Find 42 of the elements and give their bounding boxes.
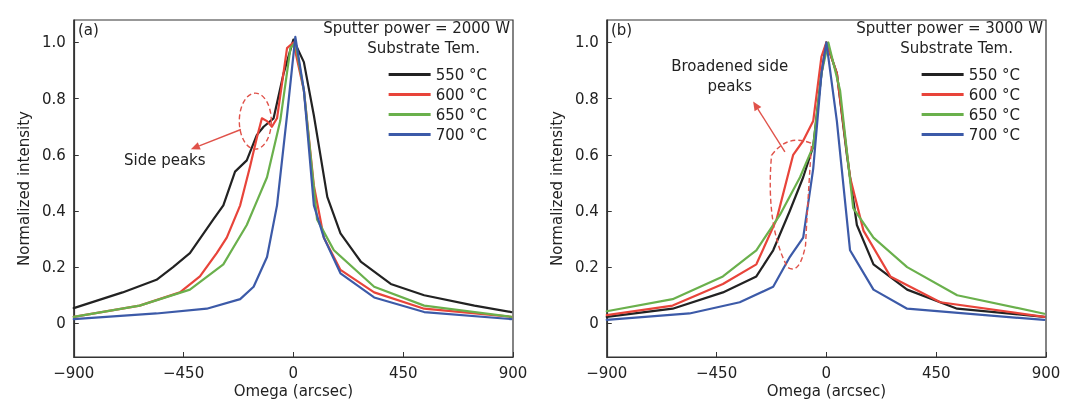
legend-label: 550 °C bbox=[968, 65, 1020, 84]
legend-label: 700 °C bbox=[968, 125, 1020, 144]
annotation: Side peaks bbox=[123, 151, 206, 170]
legend-label: 600 °C bbox=[435, 85, 487, 104]
legend-label: 700 °C bbox=[435, 125, 487, 144]
legend-title: Substrate Tem. bbox=[900, 38, 1014, 57]
x-tick-label: −900 bbox=[53, 363, 95, 382]
x-tick-label: −450 bbox=[162, 363, 205, 382]
y-tick-label: 0.8 bbox=[574, 89, 599, 108]
y-tick-label: 0.8 bbox=[41, 89, 66, 108]
legend-title: Substrate Tem. bbox=[367, 38, 481, 57]
y-tick-label: 1.0 bbox=[574, 33, 599, 52]
y-tick-label: 0.2 bbox=[574, 258, 599, 277]
legend-label: 600 °C bbox=[968, 85, 1020, 104]
legend-label: 550 °C bbox=[435, 65, 487, 84]
x-axis-title: Omega (arcsec) bbox=[766, 381, 887, 400]
y-tick-label: 0.4 bbox=[574, 201, 599, 220]
chart-subtitle: Sputter power = 2000 W bbox=[323, 18, 511, 37]
x-tick-label: 450 bbox=[388, 363, 418, 382]
y-tick-label: 0.2 bbox=[41, 258, 66, 277]
legend-label: 650 °C bbox=[968, 105, 1020, 124]
x-tick-label: −900 bbox=[586, 363, 628, 382]
chart-title: (a) bbox=[78, 20, 99, 39]
y-axis-title: Normalized intensity bbox=[14, 110, 33, 266]
x-tick-label: 0 bbox=[821, 363, 832, 382]
chart-title: (b) bbox=[611, 20, 633, 39]
y-tick-label: 0.4 bbox=[41, 201, 66, 220]
x-tick-label: 0 bbox=[288, 363, 299, 382]
annotation: Broadened side peaks bbox=[671, 57, 789, 96]
x-tick-label: 900 bbox=[1031, 363, 1061, 382]
x-tick-label: 450 bbox=[921, 363, 951, 382]
y-tick-label: 1.0 bbox=[41, 33, 66, 52]
legend-label: 650 °C bbox=[435, 105, 487, 124]
y-axis-title: Normalized intensity bbox=[547, 110, 566, 266]
x-axis-title: Omega (arcsec) bbox=[233, 381, 354, 400]
x-tick-label: −450 bbox=[695, 363, 738, 382]
y-tick-label: 0.6 bbox=[41, 145, 66, 164]
chart-subtitle: Sputter power = 3000 W bbox=[856, 18, 1044, 37]
y-tick-label: 0 bbox=[56, 314, 66, 333]
y-tick-label: 0 bbox=[589, 314, 599, 333]
x-tick-label: 900 bbox=[498, 363, 528, 382]
y-tick-label: 0.6 bbox=[574, 145, 599, 164]
